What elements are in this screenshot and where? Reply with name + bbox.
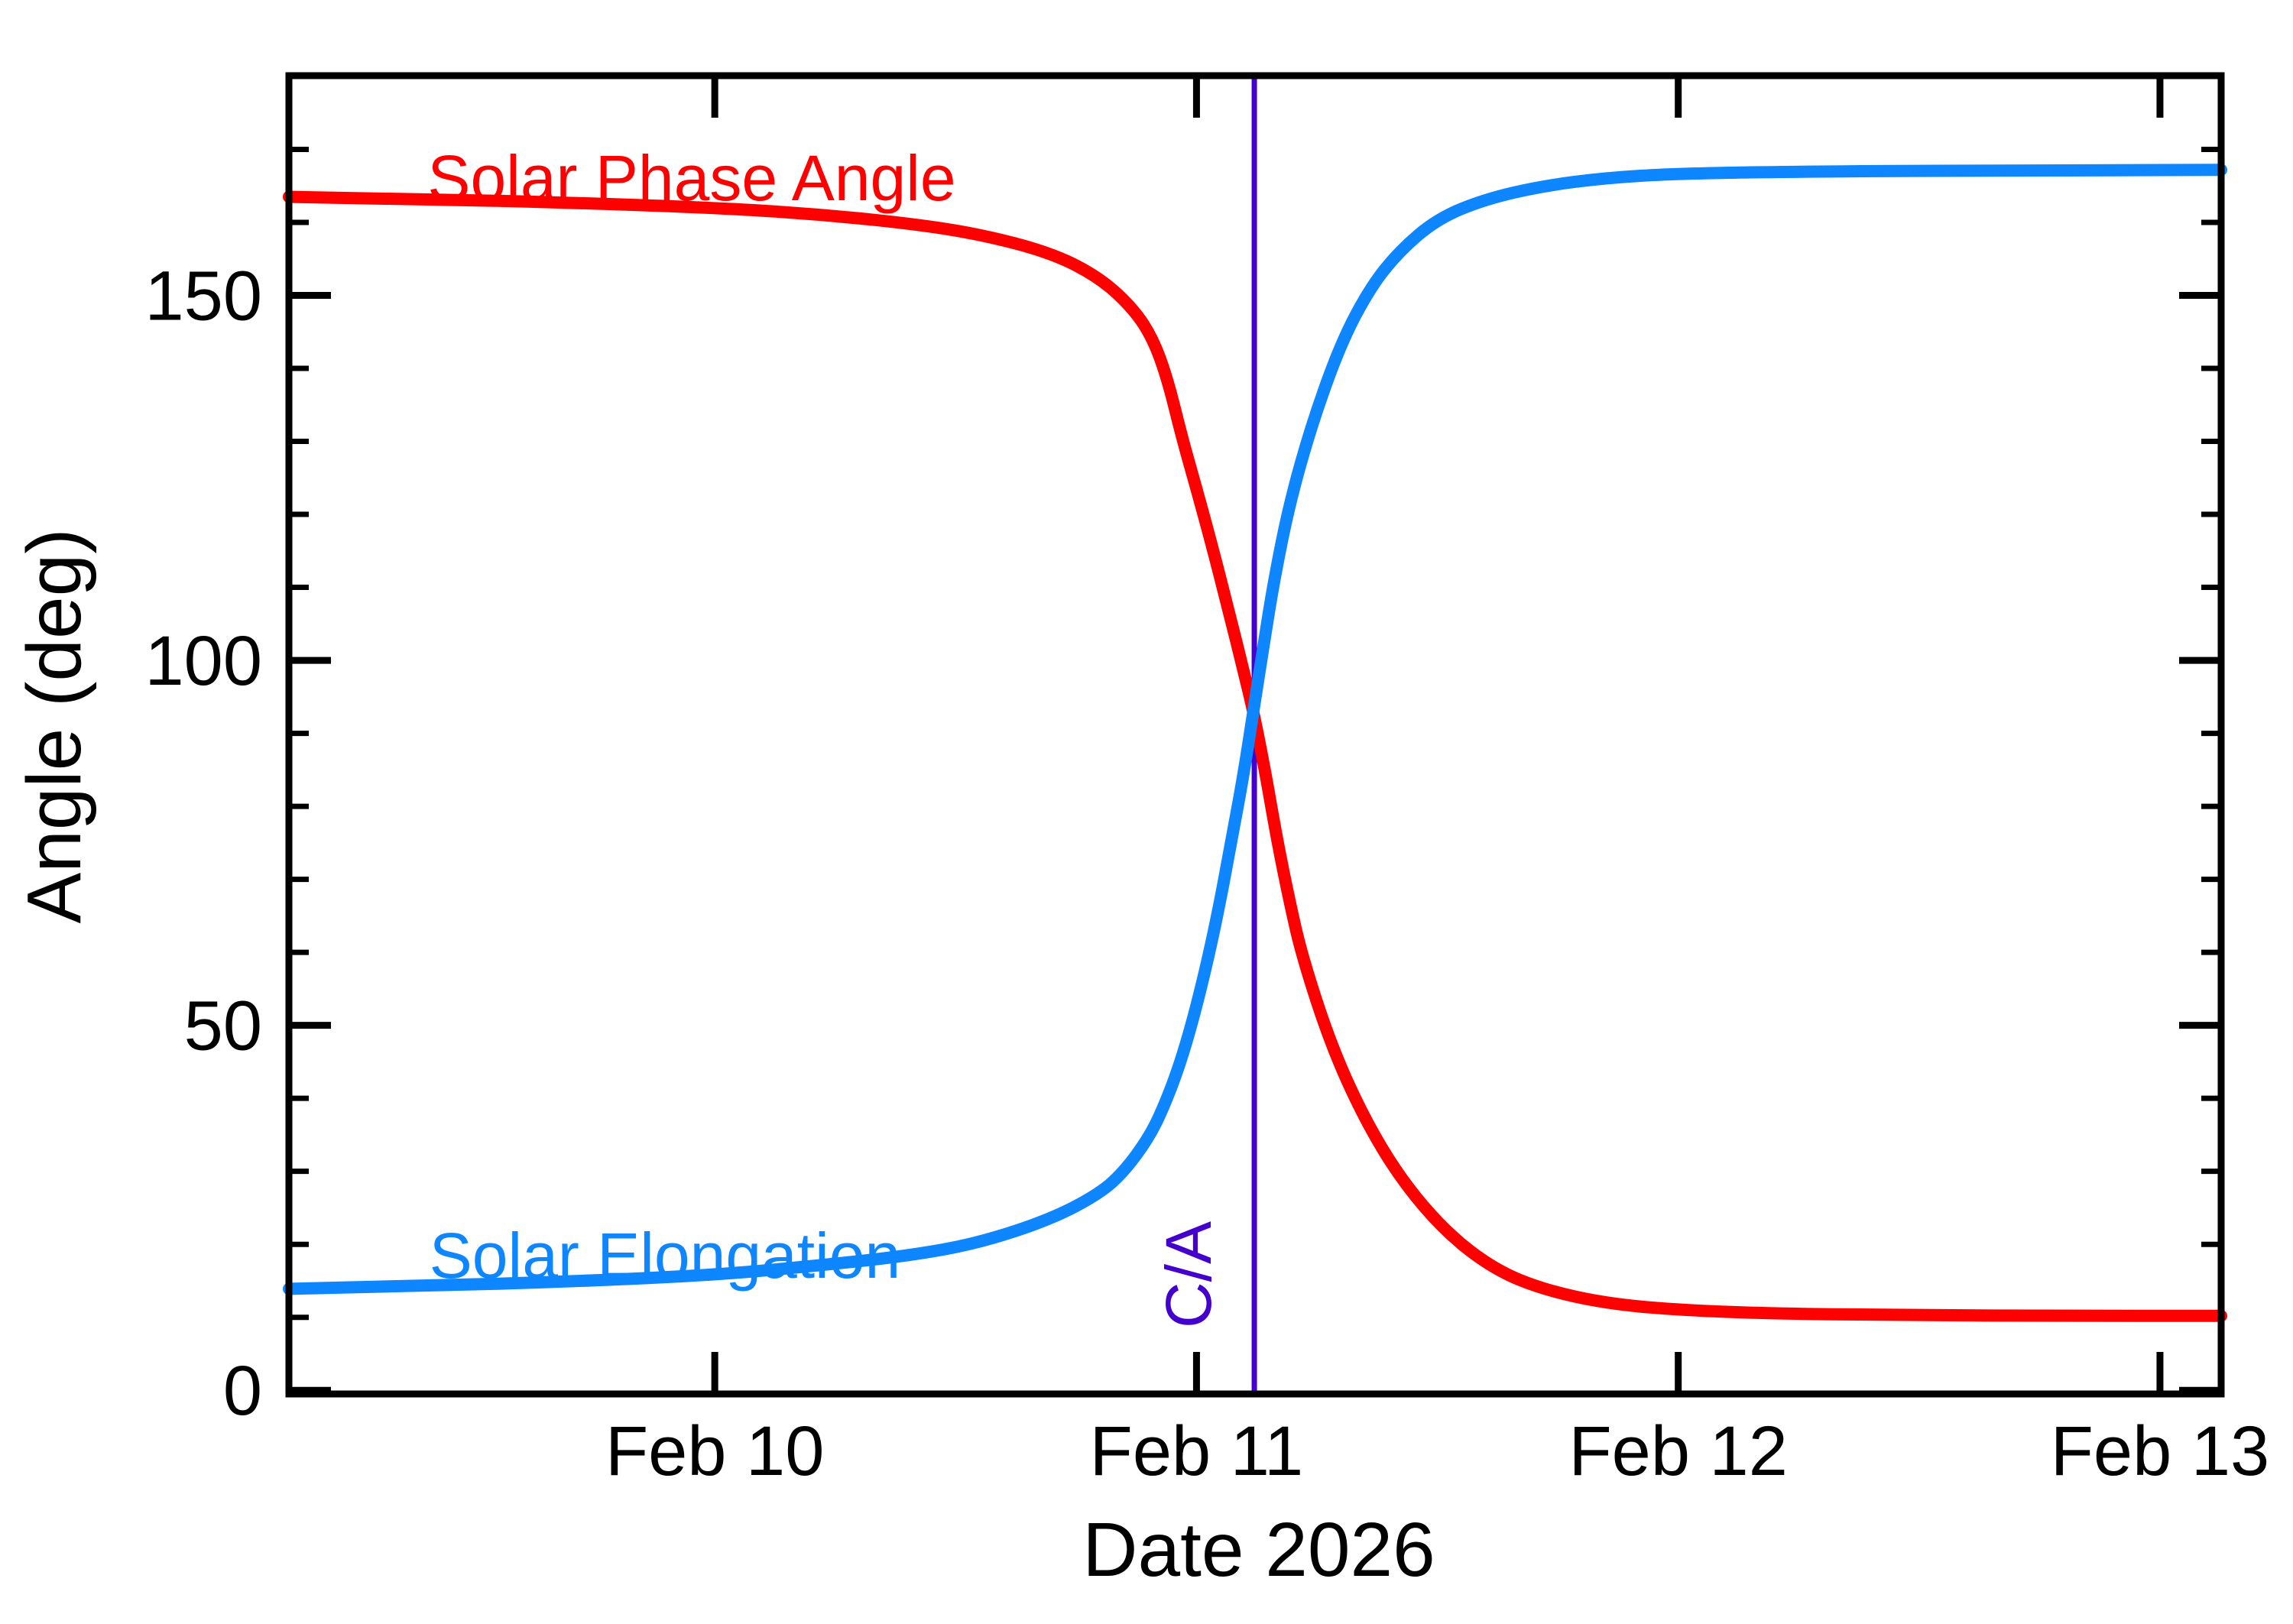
y-axis-title: Angle (deg) xyxy=(11,529,97,924)
x-axis-tick-label: Feb 11 xyxy=(1090,1412,1304,1490)
solar-elongation-curve xyxy=(283,164,2227,1295)
x-axis-tick-label: Feb 13 xyxy=(2051,1412,2269,1490)
plot-frame xyxy=(285,72,2225,1398)
x-axis-title: Date 2026 xyxy=(1082,1507,1435,1593)
y-axis-tick-label: 0 xyxy=(223,1352,262,1430)
data-curves xyxy=(283,164,2227,1322)
x-axis-tick-label: Feb 10 xyxy=(605,1412,824,1490)
y-axis-tick-label: 150 xyxy=(145,258,263,335)
closest-approach-label: C/A xyxy=(1153,1221,1224,1328)
y-axis-tick-label: 100 xyxy=(145,622,263,700)
y-axis-tick-label: 50 xyxy=(184,987,262,1065)
solar-phase-angle-label: Solar Phase Angle xyxy=(427,142,955,214)
tick-labels: 0 50 100 150 Feb 10 Feb 11 Feb 12 Feb 13 xyxy=(145,258,2270,1491)
x-axis-tick-label: Feb 12 xyxy=(1568,1412,1787,1490)
axis-major-ticks xyxy=(289,76,2221,1394)
solar-elongation-label: Solar Elongation xyxy=(430,1220,900,1292)
